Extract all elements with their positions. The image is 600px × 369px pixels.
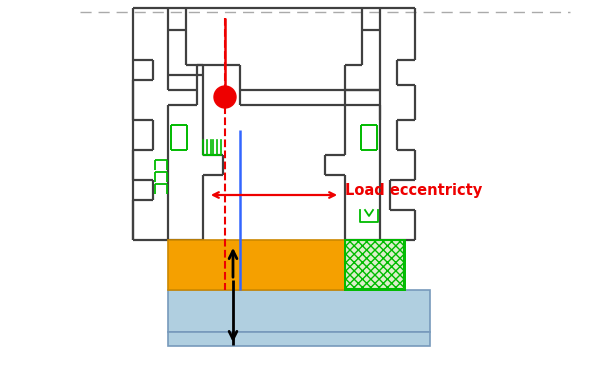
Bar [168,332,430,346]
Bar [168,290,430,332]
Text: Load eccentricty: Load eccentricty [345,183,482,197]
Bar [345,240,405,290]
Circle shape [214,86,236,108]
Bar [168,240,345,290]
Bar [345,240,403,288]
